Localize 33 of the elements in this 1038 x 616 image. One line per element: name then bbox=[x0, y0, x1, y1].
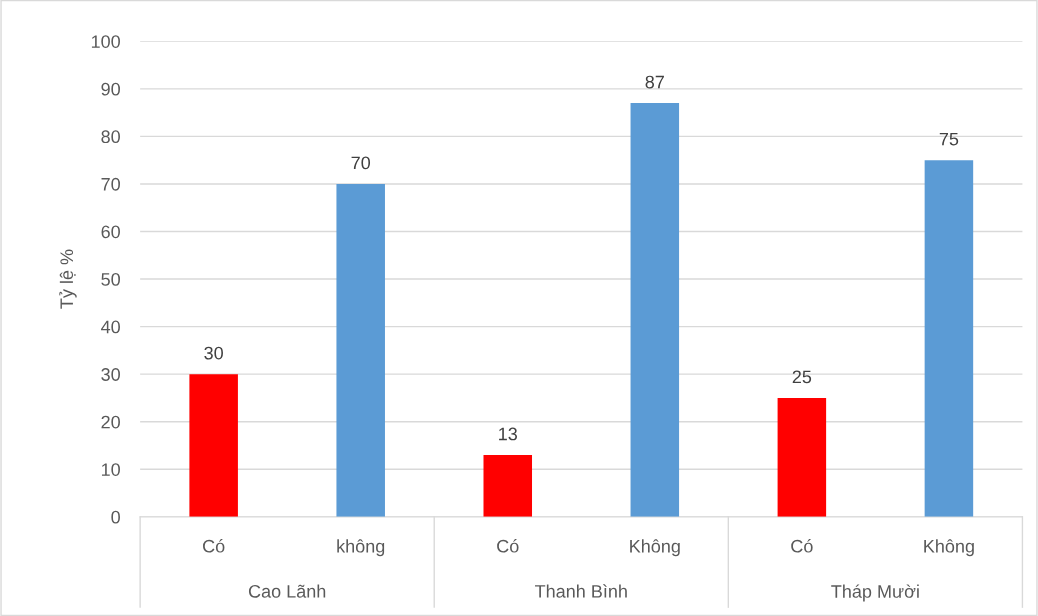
y-tick-label: 20 bbox=[101, 415, 120, 429]
text: Thanh Bình bbox=[535, 584, 627, 598]
bar bbox=[777, 397, 827, 517]
x-tick-label: Có bbox=[497, 539, 519, 553]
data-label: 75 bbox=[939, 132, 959, 146]
y-tick-label: 80 bbox=[101, 130, 120, 144]
y-tick-label: 60 bbox=[101, 225, 120, 239]
bar bbox=[924, 160, 974, 517]
data-label: 13 bbox=[499, 427, 517, 441]
y-tick-label: 10 bbox=[101, 463, 120, 476]
bar bbox=[483, 455, 533, 517]
y-tick-label: 50 bbox=[101, 272, 120, 286]
x-tick-label: Có bbox=[791, 539, 813, 553]
x-tick-label: Không bbox=[630, 539, 680, 557]
data-label: 25 bbox=[792, 370, 812, 384]
y-tick-label: 30 bbox=[101, 368, 120, 381]
y-tick-label: 70 bbox=[101, 177, 120, 191]
y-tick-label: 0 bbox=[111, 510, 120, 524]
data-label: 87 bbox=[645, 75, 664, 89]
bar bbox=[630, 103, 680, 517]
y-tick-label: 40 bbox=[101, 320, 120, 334]
text: Cao Lãnh bbox=[248, 584, 326, 598]
y-tick-label: 100 bbox=[91, 35, 120, 48]
x-tick-label: không bbox=[337, 539, 385, 557]
x-tick-label: Không bbox=[924, 539, 974, 557]
y-tick-label: 90 bbox=[101, 82, 120, 96]
data-label: 70 bbox=[351, 156, 371, 170]
bar bbox=[189, 374, 238, 517]
y-axis-title: Tỷ lệ % bbox=[59, 249, 77, 309]
bar bbox=[336, 183, 385, 517]
data-label: 30 bbox=[204, 346, 223, 360]
x-tick-label: Có bbox=[203, 539, 225, 553]
text: Tháp Mười bbox=[831, 584, 919, 602]
